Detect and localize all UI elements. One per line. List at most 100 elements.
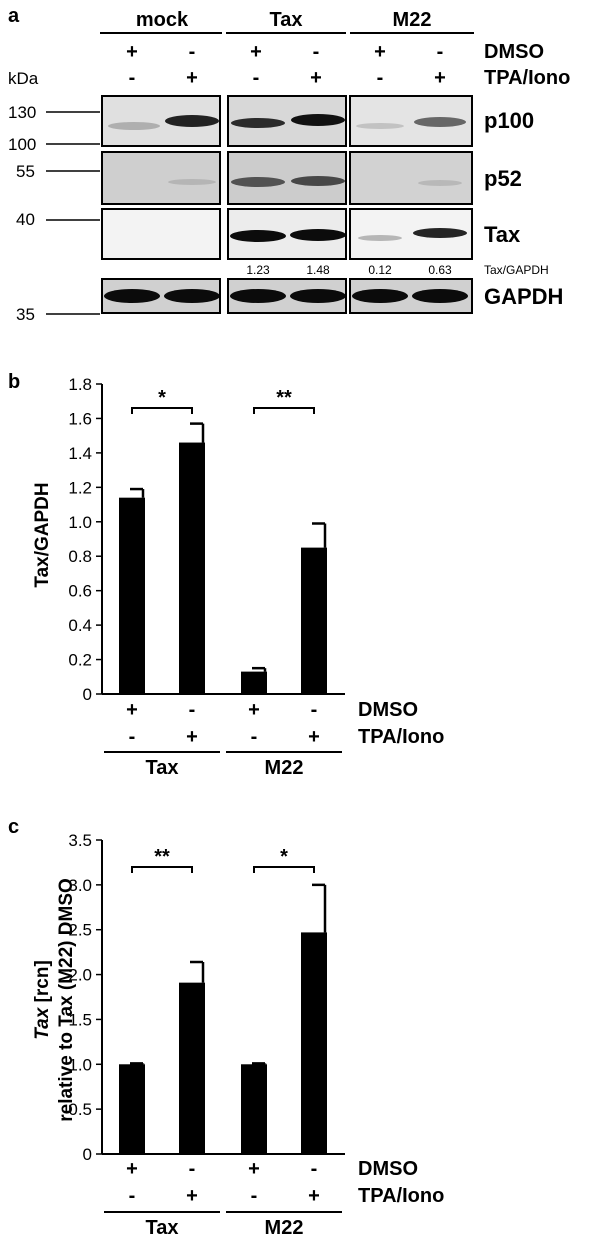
- c-ytick-label-7: 3.5: [68, 831, 92, 850]
- group-header-m22: M22: [393, 9, 432, 31]
- blot-p52-m22: [349, 151, 473, 205]
- c-dmso-sign-3: -: [311, 1158, 318, 1180]
- b-bar-0: [119, 497, 145, 694]
- c-dmso-sign-0: +: [126, 1158, 138, 1180]
- group-header-tax: Tax: [270, 9, 303, 31]
- b-row-label-tpa: TPA/Iono: [358, 726, 444, 748]
- a-dmso-sign-6: -: [437, 41, 444, 63]
- a-tpa-sign-1: -: [129, 67, 136, 89]
- c-tpa-sign-1: +: [186, 1185, 198, 1207]
- chart-b-ylabel: Tax/GAPDH: [32, 482, 53, 587]
- b-sig-label-0: *: [158, 387, 166, 409]
- chart-c-signs: + - + - - + - + DMSO TPA/Iono Tax M22: [104, 1158, 444, 1239]
- b-group-label-1: M22: [265, 757, 304, 779]
- b-dmso-sign-0: +: [126, 699, 138, 721]
- a-tpa-sign-5: -: [377, 67, 384, 89]
- a-row-label-tpa: TPA/Iono: [484, 67, 570, 89]
- blot-tax: [101, 208, 473, 260]
- b-tpa-sign-1: +: [186, 726, 198, 748]
- ratio-label: Tax/GAPDH: [484, 263, 549, 277]
- panel-b-label: b: [8, 371, 20, 393]
- chart-b-significance: * **: [131, 387, 315, 414]
- blot-p100: [101, 95, 473, 147]
- chart-b-signs: + - + - - + - + DMSO TPA/Iono Tax M22: [104, 699, 444, 779]
- b-tpa-sign-2: -: [251, 726, 258, 748]
- chart-c-ylabel-italic: Tax: [32, 1006, 53, 1039]
- ratio-tax-dmso: 1.23: [246, 263, 270, 277]
- c-tpa-sign-3: +: [308, 1185, 320, 1207]
- group-header-mock: mock: [136, 9, 189, 31]
- a-row-label-dmso: DMSO: [484, 41, 544, 63]
- b-row-label-dmso: DMSO: [358, 699, 418, 721]
- panel-a: a mock Tax M22 + - + - + - - + - + - + D…: [8, 5, 570, 324]
- b-dmso-sign-3: -: [311, 699, 318, 721]
- c-group-label-1: M22: [265, 1217, 304, 1239]
- c-ytick-label-0: 0: [83, 1145, 92, 1164]
- chart-c-ylabel-rest: [rcn]: [32, 960, 53, 1008]
- c-sig-label-0: **: [154, 846, 170, 868]
- c-row-label-tpa: TPA/Iono: [358, 1185, 444, 1207]
- c-ytick-label-1: 0.5: [68, 1100, 92, 1119]
- a-tpa-sign-6: +: [434, 67, 446, 89]
- marker-130: 130: [8, 103, 36, 122]
- kda-label: kDa: [8, 69, 39, 88]
- band-label-tax: Tax: [484, 222, 521, 247]
- ratio-tax-tpa: 1.48: [306, 263, 330, 277]
- b-bar-1: [179, 442, 205, 694]
- c-group-label-0: Tax: [146, 1217, 179, 1239]
- blot-tax-mock: [101, 208, 221, 260]
- c-tpa-sign-2: -: [251, 1185, 258, 1207]
- c-dmso-sign-1: -: [189, 1158, 196, 1180]
- b-ytick-label-8: 1.6: [68, 409, 92, 428]
- marker-100: 100: [8, 135, 36, 154]
- b-ytick-label-1: 0.2: [68, 651, 92, 670]
- b-bar-3: [301, 547, 327, 694]
- b-sig-bracket-0: [131, 407, 193, 414]
- b-bar-2: [241, 671, 267, 694]
- b-ytick-label-7: 1.4: [68, 444, 92, 463]
- c-sig-bracket-0: [131, 866, 193, 873]
- chart-b-axis: 0 0.2 0.4 0.6 0.8 1.0 1.2 1.4 1.6 1.8: [68, 375, 345, 704]
- b-ytick-label-3: 0.6: [68, 582, 92, 601]
- c-ytick-label-6: 3.0: [68, 876, 92, 895]
- panel-c: c Tax [rcn] relative to Tax (M22) DMSO 0…: [8, 816, 444, 1239]
- panel-b: b Tax/GAPDH 0 0.2 0.4 0.6 0.8 1.0 1.2 1.4 1.6 1.8…: [8, 371, 444, 779]
- c-ytick-label-3: 1.5: [68, 1010, 92, 1029]
- c-bar-1: [179, 982, 205, 1154]
- band-label-gapdh: GAPDH: [484, 284, 563, 309]
- b-ytick-label-6: 1.2: [68, 478, 92, 497]
- chart-b-bars: [119, 422, 327, 694]
- a-dmso-sign-5: +: [374, 41, 386, 63]
- blot-gapdh: [101, 278, 473, 314]
- b-ytick-label-9: 1.8: [68, 375, 92, 394]
- a-tpa-sign-4: +: [310, 67, 322, 89]
- a-dmso-sign-3: +: [250, 41, 262, 63]
- chart-c-ylabel: Tax [rcn]: [32, 960, 53, 1040]
- c-dmso-sign-2: +: [248, 1158, 260, 1180]
- c-row-label-dmso: DMSO: [358, 1158, 418, 1180]
- b-dmso-sign-1: -: [189, 699, 196, 721]
- panel-c-label: c: [8, 816, 19, 838]
- a-dmso-sign-4: -: [313, 41, 320, 63]
- b-tpa-sign-0: -: [129, 726, 136, 748]
- a-tpa-sign-3: -: [253, 67, 260, 89]
- chart-c-significance: ** *: [131, 846, 315, 873]
- c-tpa-sign-0: -: [129, 1185, 136, 1207]
- b-ytick-label-0: 0: [83, 685, 92, 704]
- blot-p52-mock: [101, 151, 221, 205]
- b-ytick-label-2: 0.4: [68, 616, 92, 635]
- a-dmso-sign-1: +: [126, 41, 138, 63]
- c-bar-3: [301, 932, 327, 1154]
- a-dmso-sign-2: -: [189, 41, 196, 63]
- b-group-label-0: Tax: [146, 757, 179, 779]
- b-dmso-sign-2: +: [248, 699, 260, 721]
- b-sig-bracket-1: [253, 407, 315, 414]
- b-tpa-sign-3: +: [308, 726, 320, 748]
- c-ytick-label-5: 2.5: [68, 921, 92, 940]
- c-sig-bracket-1: [253, 866, 315, 873]
- chart-c-bars: [119, 883, 327, 1154]
- c-bar-0: [119, 1064, 145, 1154]
- b-ytick-label-4: 0.8: [68, 547, 92, 566]
- b-ytick-label-5: 1.0: [68, 513, 92, 532]
- marker-40: 40: [16, 210, 35, 229]
